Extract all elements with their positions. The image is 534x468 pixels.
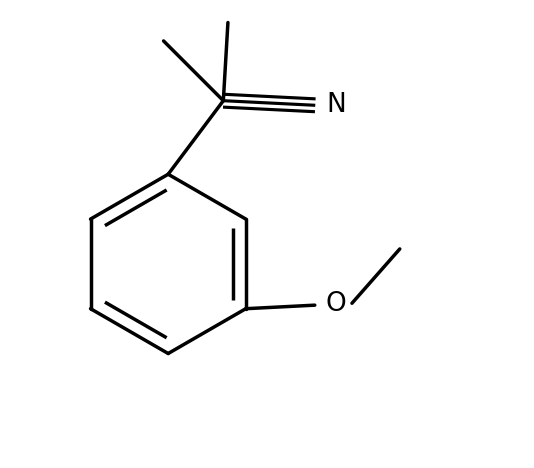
- Text: O: O: [325, 291, 346, 317]
- Text: N: N: [327, 92, 347, 118]
